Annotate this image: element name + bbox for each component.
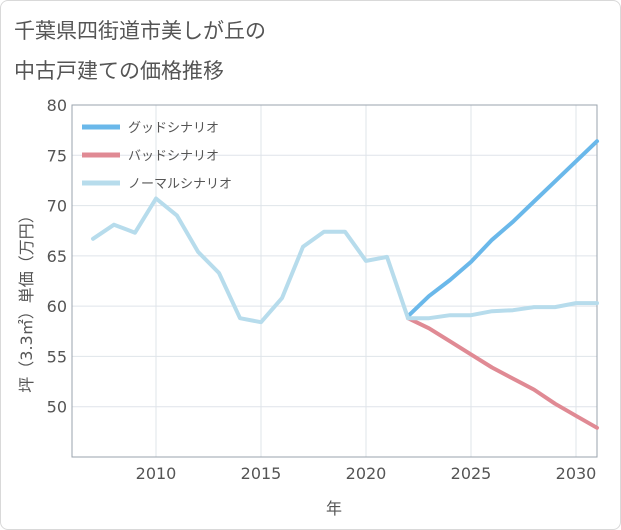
legend-label-1: バッドシナリオ	[128, 149, 219, 164]
legend-label-0: グッドシナリオ	[128, 121, 219, 136]
y-tick-label-80: 80	[47, 96, 67, 115]
y-tick-label-75: 75	[47, 146, 67, 165]
x-tick-label-2015: 2015	[241, 464, 282, 483]
x-axis-label: 年	[326, 499, 342, 518]
x-tick-label-2025: 2025	[451, 464, 492, 483]
series-line-2	[91, 196, 599, 325]
y-tick-label-65: 65	[47, 247, 67, 266]
y-axis-label: 坪（3.3㎡）単価（万円）	[17, 207, 36, 392]
y-tick-label-50: 50	[47, 398, 67, 417]
y-tick-label-60: 60	[47, 297, 67, 316]
series-line-0	[406, 139, 599, 319]
y-tick-label-70: 70	[47, 197, 67, 216]
chart-title-line-2: 中古戸建ての価格推移	[14, 59, 224, 83]
x-tick-label-2030: 2030	[556, 464, 597, 483]
axis-tick-labels: 50 55 60 65 70 75 80 2010 2015 2020 2025 2030	[47, 96, 597, 483]
x-tick-label-2020: 2020	[346, 464, 387, 483]
legend-label-2: ノーマルシナリオ	[128, 177, 232, 192]
chart-title-line-1: 千葉県四街道市美しが丘の	[14, 19, 266, 43]
plot-area-background	[72, 105, 597, 457]
y-tick-label-55: 55	[47, 347, 67, 366]
series-layer	[91, 139, 599, 430]
series-line-1	[406, 316, 599, 430]
plot-area-border	[71, 104, 598, 458]
x-tick-label-2010: 2010	[136, 464, 177, 483]
